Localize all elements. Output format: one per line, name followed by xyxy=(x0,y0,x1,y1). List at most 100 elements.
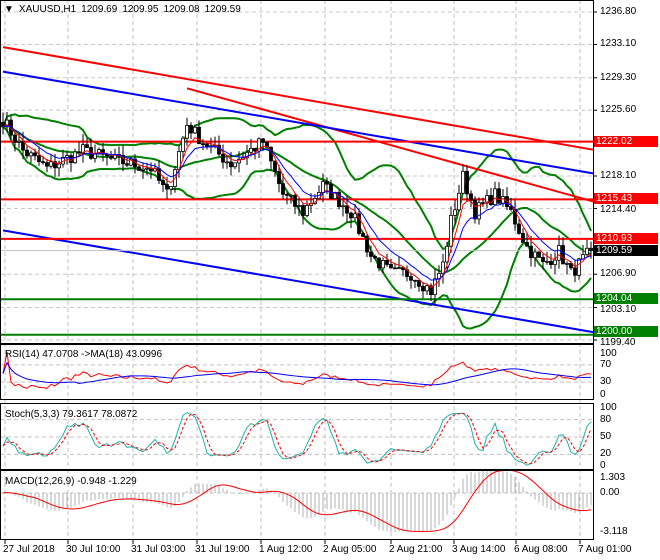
candle xyxy=(533,251,537,259)
candle xyxy=(249,148,253,153)
candle xyxy=(345,205,349,214)
candle xyxy=(233,162,237,168)
candle xyxy=(553,259,557,265)
candle xyxy=(353,213,357,219)
candle xyxy=(489,195,493,206)
candle xyxy=(145,167,149,170)
candle xyxy=(253,148,257,152)
candle xyxy=(457,192,461,211)
trendline xyxy=(2,229,594,334)
candle xyxy=(65,155,69,158)
bollinger-lower xyxy=(2,126,592,330)
rsi-axis-label: 70 xyxy=(600,359,612,370)
candle xyxy=(229,161,233,168)
candle xyxy=(409,276,413,281)
trendline xyxy=(186,87,594,203)
candle xyxy=(165,184,169,190)
candle xyxy=(29,152,33,157)
macd-axis-label: -3.118 xyxy=(600,526,628,537)
candle xyxy=(245,151,249,159)
candle xyxy=(93,153,97,159)
candle xyxy=(321,181,325,193)
price-level-tag: 1210.93 xyxy=(594,233,658,244)
candle xyxy=(497,188,501,204)
stoch-panel-border xyxy=(0,403,594,470)
price-axis-label: 1199.40 xyxy=(600,337,636,348)
candle xyxy=(33,152,37,157)
price-axis-label: 1233.10 xyxy=(600,38,637,49)
dropdown-triangle-icon[interactable]: ▼ xyxy=(4,4,14,15)
stoch-axis-label: 100 xyxy=(600,402,617,413)
candle xyxy=(537,251,541,258)
stoch-axis-label: 0 xyxy=(600,460,606,471)
candle xyxy=(285,193,289,196)
candle xyxy=(45,162,49,167)
candle xyxy=(273,160,277,172)
time-axis-label: 7 Aug 01:00 xyxy=(578,544,632,555)
candle xyxy=(5,119,9,128)
candle xyxy=(53,161,57,169)
candle xyxy=(509,206,513,210)
candle xyxy=(477,202,481,220)
price-axis-label: 1229.30 xyxy=(600,72,637,83)
rsi-ma-line xyxy=(2,361,592,386)
candle xyxy=(389,264,393,269)
symbol-label: XAUUSD,H1 xyxy=(18,4,77,15)
ma-slow xyxy=(2,125,592,281)
trendline xyxy=(2,70,594,175)
candle xyxy=(49,161,53,167)
candle xyxy=(101,149,105,155)
candle xyxy=(185,124,189,139)
ma-fast xyxy=(2,124,592,289)
rsi-panel-border xyxy=(0,344,594,400)
rsi-label: RSI(14) 47.0708 ->MA(18) 43.0996 xyxy=(5,349,163,360)
candle xyxy=(77,151,81,154)
candle xyxy=(361,233,365,237)
candle xyxy=(225,161,229,164)
candle xyxy=(557,245,561,261)
current-price-tag: 1209.59 xyxy=(594,245,658,256)
rsi-axis-label: 100 xyxy=(600,348,617,359)
macd-signal-line xyxy=(2,469,592,532)
time-axis-label: 30 Jul 10:00 xyxy=(66,544,121,555)
candle xyxy=(109,155,113,159)
candle xyxy=(197,126,201,145)
macd-axis-label: 0.00 xyxy=(600,487,620,498)
candle xyxy=(369,251,373,257)
candle xyxy=(485,195,489,204)
candle xyxy=(385,260,389,265)
candle xyxy=(37,155,41,163)
candle xyxy=(161,180,165,186)
candle xyxy=(565,263,569,265)
candle xyxy=(545,260,549,263)
candle xyxy=(277,171,281,185)
main-panel-border xyxy=(0,0,594,344)
macd-label: MACD(12,26,9) -0.948 -1.229 xyxy=(5,476,137,487)
rsi-axis-label: 30 xyxy=(600,376,612,387)
candle xyxy=(469,193,473,201)
candle xyxy=(417,279,421,287)
rsi-axis-label: 0 xyxy=(600,389,606,400)
candle xyxy=(297,205,301,207)
chart-title: ▼ XAUUSD,H1 1209.69 1209.95 1209.08 1209… xyxy=(4,4,241,15)
stoch-k-line xyxy=(2,412,592,466)
candle xyxy=(413,279,417,282)
candle xyxy=(141,168,145,171)
candle xyxy=(193,126,197,134)
close-value: 1209.59 xyxy=(204,4,241,15)
trendline xyxy=(2,46,594,151)
candle xyxy=(69,155,73,164)
price-level-tag: 1204.04 xyxy=(594,293,658,304)
candle xyxy=(453,209,457,216)
candle xyxy=(289,194,293,197)
candle xyxy=(157,168,161,181)
candle xyxy=(125,163,129,166)
candle xyxy=(393,267,397,270)
candle xyxy=(221,153,225,163)
candle xyxy=(513,209,517,225)
candle xyxy=(237,158,241,164)
candle xyxy=(541,256,545,262)
candle xyxy=(561,245,565,265)
price-axis-label: 1203.10 xyxy=(600,304,637,315)
